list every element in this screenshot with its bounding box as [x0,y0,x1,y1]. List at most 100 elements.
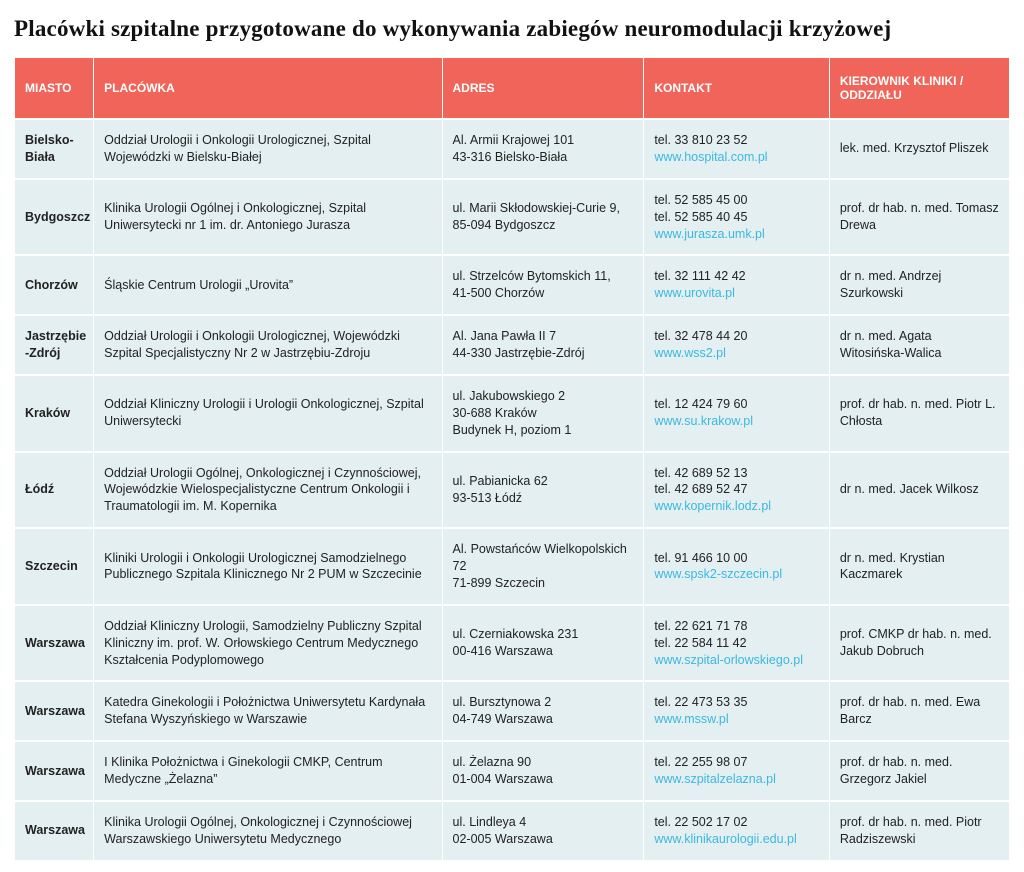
cell-address: ul. Strzelców Bytomskich 11,41-500 Chorz… [443,256,644,314]
cell-city: Szczecin [15,529,93,604]
table-row: WarszawaKatedra Ginekologii i Położnictw… [15,682,1009,740]
table-row: BydgoszczKlinika Urologii Ogólnej i Onko… [15,180,1009,255]
cell-contact: tel. 22 473 53 35www.mssw.pl [644,682,829,740]
cell-facility: I Klinika Położnictwa i Ginekologii CMKP… [94,742,441,800]
cell-contact: tel. 52 585 45 00tel. 52 585 40 45www.ju… [644,180,829,255]
cell-head: prof. dr hab. n. med. Ewa Barcz [830,682,1009,740]
website-link[interactable]: www.jurasza.umk.pl [654,226,819,243]
cell-facility: Klinika Urologii Ogólnej, Onkologicznej … [94,802,441,860]
cell-facility: Kliniki Urologii i Onkologii Urologiczne… [94,529,441,604]
column-header: PLACÓWKA [94,58,441,118]
cell-city: Łódź [15,453,93,528]
cell-address: Al. Armii Krajowej 10143-316 Bielsko-Bia… [443,120,644,178]
cell-city: Kraków [15,376,93,451]
table-row: Bielsko-BiałaOddział Urologii i Onkologi… [15,120,1009,178]
website-link[interactable]: www.klinikaurologii.edu.pl [654,831,819,848]
cell-head: prof. dr hab. n. med. Tomasz Drewa [830,180,1009,255]
website-link[interactable]: www.urovita.pl [654,285,819,302]
cell-address: ul. Jakubowskiego 230-688 KrakówBudynek … [443,376,644,451]
table-row: Jastrzębie-ZdrójOddział Urologii i Onkol… [15,316,1009,374]
cell-head: prof. dr hab. n. med. Piotr L. Chłosta [830,376,1009,451]
cell-contact: tel. 22 621 71 78tel. 22 584 11 42www.sz… [644,606,829,681]
cell-address: Al. Jana Pawła II 744-330 Jastrzębie-Zdr… [443,316,644,374]
phone-line: tel. 22 584 11 42 [654,635,819,652]
website-link[interactable]: www.wss2.pl [654,345,819,362]
phone-line: tel. 22 621 71 78 [654,618,819,635]
website-link[interactable]: www.spsk2-szczecin.pl [654,566,819,583]
cell-address: ul. Pabianicka 6293-513 Łódź [443,453,644,528]
cell-facility: Śląskie Centrum Urologii „Urovita” [94,256,441,314]
phone-line: tel. 52 585 45 00 [654,192,819,209]
phone-line: tel. 22 473 53 35 [654,694,819,711]
cell-facility: Oddział Urologii i Onkologii Urologiczne… [94,120,441,178]
table-row: ŁódźOddział Urologii Ogólnej, Onkologicz… [15,453,1009,528]
website-link[interactable]: www.szpital-orlowskiego.pl [654,652,819,669]
cell-address: ul. Marii Skłodowskiej-Curie 9,85-094 By… [443,180,644,255]
table-row: KrakówOddział Kliniczny Urologii i Urolo… [15,376,1009,451]
facilities-table: MIASTOPLACÓWKAADRESKONTAKTKIEROWNIK KLIN… [14,56,1010,862]
cell-city: Warszawa [15,682,93,740]
cell-facility: Katedra Ginekologii i Położnictwa Uniwer… [94,682,441,740]
table-row: ChorzówŚląskie Centrum Urologii „Urovita… [15,256,1009,314]
cell-contact: tel. 22 255 98 07www.szpitalzelazna.pl [644,742,829,800]
cell-contact: tel. 22 502 17 02www.klinikaurologii.edu… [644,802,829,860]
phone-line: tel. 32 478 44 20 [654,328,819,345]
cell-city: Warszawa [15,742,93,800]
website-link[interactable]: www.hospital.com.pl [654,149,819,166]
table-row: WarszawaI Klinika Położnictwa i Ginekolo… [15,742,1009,800]
cell-head: dr n. med. Agata Witosińska-Walica [830,316,1009,374]
cell-facility: Oddział Kliniczny Urologii, Samodzielny … [94,606,441,681]
website-link[interactable]: www.kopernik.lodz.pl [654,498,819,515]
cell-city: Warszawa [15,606,93,681]
cell-address: Al. Powstańców Wielkopolskich 7271-899 S… [443,529,644,604]
table-row: WarszawaKlinika Urologii Ogólnej, Onkolo… [15,802,1009,860]
phone-line: tel. 91 466 10 00 [654,550,819,567]
column-header: KONTAKT [644,58,829,118]
table-row: SzczecinKliniki Urologii i Onkologii Uro… [15,529,1009,604]
cell-head: dr n. med. Andrzej Szurkowski [830,256,1009,314]
cell-contact: tel. 12 424 79 60www.su.krakow.pl [644,376,829,451]
phone-line: tel. 42 689 52 47 [654,481,819,498]
cell-contact: tel. 91 466 10 00www.spsk2-szczecin.pl [644,529,829,604]
cell-address: ul. Czerniakowska 23100-416 Warszawa [443,606,644,681]
phone-line: tel. 32 111 42 42 [654,268,819,285]
cell-city: Warszawa [15,802,93,860]
phone-line: tel. 33 810 23 52 [654,132,819,149]
cell-city: Bydgoszcz [15,180,93,255]
cell-address: ul. Lindleya 402-005 Warszawa [443,802,644,860]
cell-head: prof. CMKP dr hab. n. med. Jakub Dobruch [830,606,1009,681]
cell-head: dr n. med. Jacek Wilkosz [830,453,1009,528]
website-link[interactable]: www.szpitalzelazna.pl [654,771,819,788]
table-row: WarszawaOddział Kliniczny Urologii, Samo… [15,606,1009,681]
table-header-row: MIASTOPLACÓWKAADRESKONTAKTKIEROWNIK KLIN… [15,58,1009,118]
cell-facility: Klinika Urologii Ogólnej i Onkologicznej… [94,180,441,255]
phone-line: tel. 42 689 52 13 [654,465,819,482]
phone-line: tel. 52 585 40 45 [654,209,819,226]
website-link[interactable]: www.mssw.pl [654,711,819,728]
website-link[interactable]: www.su.krakow.pl [654,413,819,430]
cell-address: ul. Żelazna 9001-004 Warszawa [443,742,644,800]
cell-head: lek. med. Krzysztof Pliszek [830,120,1009,178]
cell-city: Bielsko-Biała [15,120,93,178]
cell-contact: tel. 32 478 44 20www.wss2.pl [644,316,829,374]
cell-contact: tel. 33 810 23 52www.hospital.com.pl [644,120,829,178]
cell-city: Jastrzębie-Zdrój [15,316,93,374]
phone-line: tel. 22 255 98 07 [654,754,819,771]
phone-line: tel. 22 502 17 02 [654,814,819,831]
table-body: Bielsko-BiałaOddział Urologii i Onkologi… [15,120,1009,860]
cell-head: prof. dr hab. n. med. Piotr Radziszewski [830,802,1009,860]
column-header: ADRES [443,58,644,118]
page-title: Placówki szpitalne przygotowane do wykon… [14,16,1010,42]
cell-contact: tel. 32 111 42 42www.urovita.pl [644,256,829,314]
column-header: MIASTO [15,58,93,118]
cell-contact: tel. 42 689 52 13tel. 42 689 52 47www.ko… [644,453,829,528]
phone-line: tel. 12 424 79 60 [654,396,819,413]
cell-address: ul. Bursztynowa 204-749 Warszawa [443,682,644,740]
cell-facility: Oddział Kliniczny Urologii i Urologii On… [94,376,441,451]
cell-facility: Oddział Urologii i Onkologii Urologiczne… [94,316,441,374]
cell-facility: Oddział Urologii Ogólnej, Onkologicznej … [94,453,441,528]
column-header: KIEROWNIK KLINIKI / ODDZIAŁU [830,58,1009,118]
cell-head: prof. dr hab. n. med. Grzegorz Jakiel [830,742,1009,800]
cell-head: dr n. med. Krystian Kaczmarek [830,529,1009,604]
cell-city: Chorzów [15,256,93,314]
